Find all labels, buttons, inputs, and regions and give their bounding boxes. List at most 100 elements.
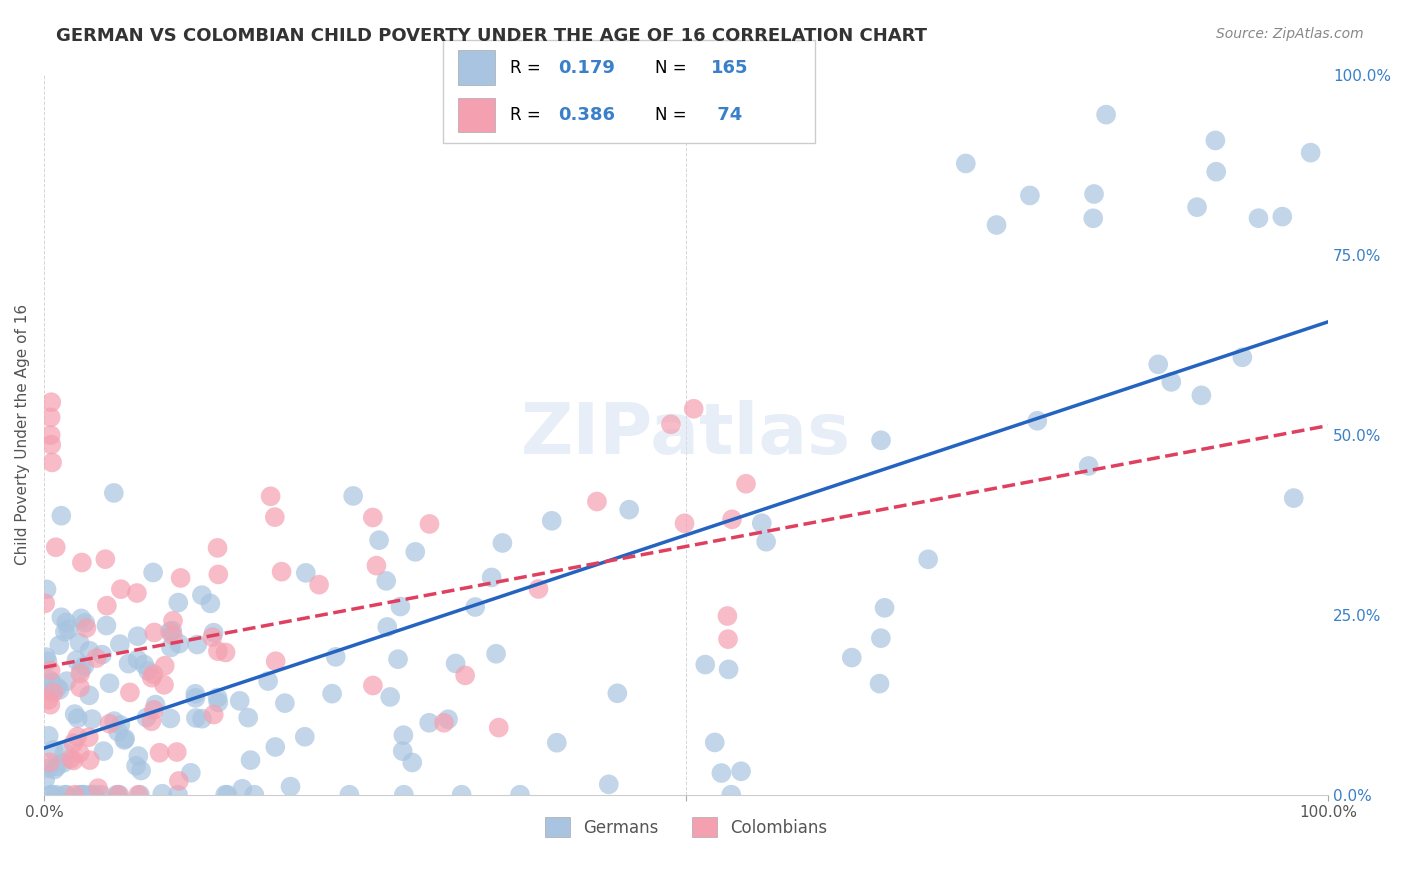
Point: [418, 715, 440, 730]
Point: [148, 746, 170, 760]
Point: [70, 611, 93, 625]
Point: [125, 586, 148, 600]
Point: [380, 690, 402, 704]
Point: [108, 637, 131, 651]
Point: [129, 764, 152, 778]
Point: [257, 674, 280, 689]
Point: [62, 754, 84, 768]
Point: [229, 694, 252, 708]
Point: [294, 730, 316, 744]
Point: [1147, 357, 1170, 371]
Point: [1232, 351, 1254, 365]
Point: [63, 707, 86, 722]
Point: [127, 652, 149, 666]
Point: [75, 621, 97, 635]
Point: [72, 788, 94, 802]
Point: [342, 489, 364, 503]
Point: [207, 541, 229, 555]
Point: [103, 486, 125, 500]
Point: [1205, 165, 1227, 179]
Point: [1247, 211, 1270, 226]
Point: [42, 685, 65, 699]
Point: [606, 686, 628, 700]
Point: [191, 588, 214, 602]
Point: [444, 657, 467, 671]
Point: [481, 570, 503, 584]
Point: [870, 631, 893, 645]
Point: [264, 654, 287, 668]
Point: [94, 552, 117, 566]
Point: [79, 753, 101, 767]
Point: [201, 630, 224, 644]
Point: [39, 673, 62, 688]
Point: [391, 744, 413, 758]
Point: [682, 401, 704, 416]
Point: [437, 712, 460, 726]
Point: [35, 582, 58, 597]
Point: [38, 756, 60, 770]
Point: [485, 647, 508, 661]
Point: [153, 678, 176, 692]
Point: [65, 653, 87, 667]
Point: [1204, 133, 1226, 147]
Point: [145, 698, 167, 712]
Point: [39, 683, 62, 698]
Point: [167, 596, 190, 610]
Y-axis label: Child Poverty Under the Age of 16: Child Poverty Under the Age of 16: [15, 304, 30, 566]
Point: [73, 659, 96, 673]
Point: [90, 788, 112, 802]
Text: N =: N =: [655, 59, 692, 77]
Point: [450, 788, 472, 802]
Point: [717, 632, 740, 647]
Point: [41, 788, 63, 802]
Point: [202, 707, 225, 722]
Point: [86, 651, 108, 665]
Point: [755, 534, 778, 549]
Point: [53, 788, 76, 802]
Point: [141, 714, 163, 729]
Point: [207, 567, 229, 582]
Point: [659, 417, 682, 432]
Point: [105, 788, 128, 802]
Point: [69, 666, 91, 681]
Point: [159, 624, 181, 639]
FancyBboxPatch shape: [458, 50, 495, 86]
Point: [39, 395, 62, 409]
Point: [1019, 188, 1042, 202]
Point: [169, 571, 191, 585]
Point: [673, 516, 696, 531]
Point: [37, 693, 59, 707]
Point: [110, 582, 132, 597]
Point: [75, 615, 97, 630]
Text: ZIPatlas: ZIPatlas: [522, 401, 851, 469]
Point: [41, 675, 63, 690]
Point: [51, 508, 73, 523]
Point: [375, 574, 398, 588]
Point: [243, 788, 266, 802]
Point: [873, 600, 896, 615]
Point: [295, 566, 318, 580]
Point: [239, 753, 262, 767]
Point: [433, 715, 456, 730]
Point: [401, 756, 423, 770]
Point: [389, 599, 412, 614]
Point: [127, 788, 149, 802]
Point: [134, 657, 156, 672]
Point: [118, 685, 141, 699]
Point: [135, 710, 157, 724]
Point: [125, 759, 148, 773]
Point: [41, 455, 63, 469]
Point: [58, 622, 80, 636]
Point: [375, 620, 398, 634]
Point: [186, 638, 208, 652]
Point: [1299, 145, 1322, 160]
Point: [53, 624, 76, 639]
Point: [167, 773, 190, 788]
Point: [69, 746, 91, 760]
Text: 0.179: 0.179: [558, 59, 616, 77]
Point: [214, 645, 236, 659]
Point: [540, 514, 562, 528]
Point: [527, 582, 550, 596]
Point: [217, 788, 239, 802]
Point: [114, 731, 136, 746]
